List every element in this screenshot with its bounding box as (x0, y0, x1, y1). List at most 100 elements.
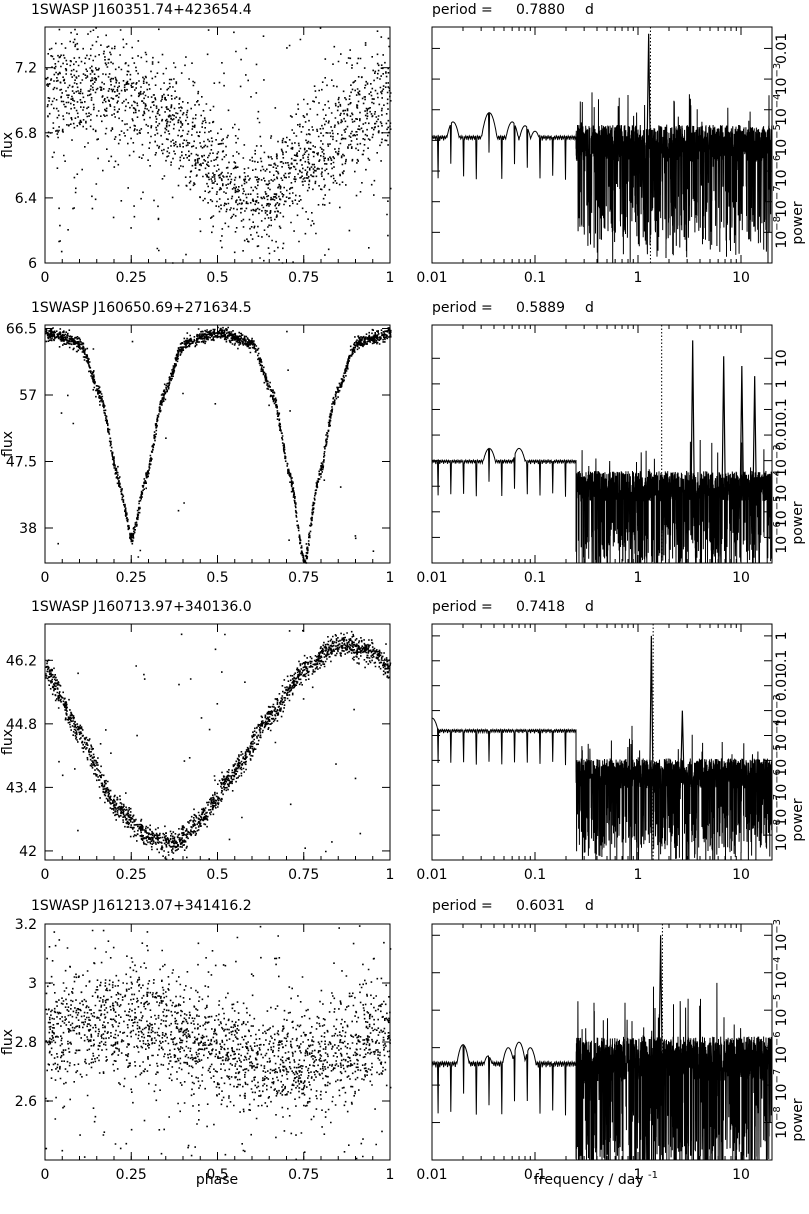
period-unit: d (585, 599, 594, 615)
y-tick-label-base: 10 (774, 734, 790, 752)
y-tick-label-base: 10 (774, 108, 790, 126)
y-tick-label-exponent: −8 (772, 1106, 783, 1121)
y-tick-label: 10−3 (772, 63, 790, 96)
period-value: 0.5889 (516, 300, 565, 316)
periodogram-peak (649, 635, 654, 774)
y-tick-label: 6 (28, 256, 37, 272)
x-tick-label: 1 (386, 270, 395, 286)
star-name-title: 1SWASP J161213.07+341416.2 (31, 898, 252, 914)
frequency-axis-label-exponent: -1 (648, 1170, 658, 1181)
y-tick-label-base: 10 (774, 459, 790, 477)
y-tick-label: 44.8 (6, 717, 37, 733)
y-tick-label-base: 10 (774, 170, 790, 188)
y-tick-label: 1 (774, 379, 790, 388)
y-tick-label-exponent: −3 (772, 694, 783, 709)
y-tick-label-base: 10 (774, 934, 790, 952)
period-unit: d (585, 898, 594, 914)
x-tick-label: 0.1 (524, 270, 546, 286)
x-tick-label: 0.01 (416, 867, 447, 883)
y-tick-label-base: 10 (774, 971, 790, 989)
y-tick-label: 10−7 (772, 794, 790, 827)
y-tick-label: 2.8 (15, 1035, 37, 1051)
y-tick-label-base: 10 (774, 834, 790, 852)
y-tick-label-base: 10 (774, 139, 790, 157)
x-tick-label: 0.01 (416, 270, 447, 286)
y-tick-label-exponent: −4 (772, 93, 783, 108)
light-curve-panel-2: 0 0.25 0.5 0.75 1 38 47.5 57 66.5 1SWASP J160650.… (0, 300, 394, 586)
y-tick-label-base: 10 (774, 485, 790, 503)
y-tick-label: 10−6 (772, 769, 790, 802)
y-tick-label: 0.01 (774, 419, 790, 450)
y-tick-label: 3 (28, 976, 37, 992)
y-tick-label: 10−6 (772, 155, 790, 188)
y-tick-label-exponent: −4 (772, 470, 783, 485)
y-tick-label: 6.4 (15, 191, 37, 207)
y-tick-label-exponent: −5 (772, 124, 783, 139)
y-tick-label-exponent: −7 (772, 794, 783, 809)
period-value: 0.6031 (516, 898, 565, 914)
periodogram-line (431, 717, 773, 861)
x-tick-label: 0.5 (206, 570, 228, 586)
y-tick-label-exponent: −6 (772, 769, 783, 784)
periodogram-peak (658, 935, 663, 1059)
x-tick-label: 1 (634, 1167, 643, 1183)
y-tick-label: 10−7 (772, 185, 790, 218)
y-tick-label: 0.01 (774, 33, 790, 64)
y-tick-label: 7.2 (15, 61, 37, 77)
y-tick-label-exponent: −4 (772, 719, 783, 734)
x-tick-label: 10 (732, 570, 750, 586)
periodogram-panel-2: 0.01 0.1 1 1010−610−510−410−30.010.1110powe… (416, 300, 806, 586)
flux-axis-label: flux (0, 431, 16, 457)
x-tick-label: 0.75 (288, 867, 319, 883)
light-curve-panel-4: 0 0.25 0.5 0.75 1 2.6 2.8 3 3.2 1SWASP J161213.07… (0, 898, 394, 1183)
x-tick-label: 0.25 (116, 867, 147, 883)
y-tick-label-exponent: −5 (772, 744, 783, 759)
x-tick-label: 0.25 (116, 570, 147, 586)
periodogram-panel-1: 0.01 0.1 1 1010−810−710−610−510−410−30.01po… (416, 2, 806, 286)
y-tick-label: 10−4 (772, 470, 790, 503)
x-tick-label: 0 (41, 570, 50, 586)
period-value: 0.7418 (516, 599, 565, 615)
y-tick-label: 10−6 (772, 1031, 790, 1064)
y-tick-label: 6.8 (15, 126, 37, 142)
y-tick-label: 10−5 (772, 744, 790, 777)
y-tick-label-base: 10 (774, 510, 790, 528)
plot-frame (431, 26, 773, 264)
y-tick-label: 10−8 (772, 1106, 790, 1139)
y-tick-label-base: 10 (774, 231, 790, 249)
y-tick-label: 0.01 (774, 670, 790, 701)
data-points (45, 925, 392, 1161)
x-tick-label: 0.1 (524, 1167, 546, 1183)
x-tick-label: 1 (386, 570, 395, 586)
x-tick-label: 0.01 (416, 1167, 447, 1183)
y-tick-label-base: 10 (774, 1121, 790, 1139)
y-tick-label: 10−4 (772, 719, 790, 752)
y-tick-label-base: 10 (774, 200, 790, 218)
y-tick-label-base: 10 (774, 759, 790, 777)
y-tick-label: 10−3 (772, 919, 790, 952)
x-tick-label: 1 (634, 867, 643, 883)
y-tick-label-exponent: −3 (772, 63, 783, 78)
flux-axis-label: flux (0, 1029, 16, 1055)
x-tick-label: 1 (634, 570, 643, 586)
y-tick-label: 66.5 (6, 322, 37, 338)
y-tick-label-exponent: −5 (772, 496, 783, 511)
x-tick-label: 0.5 (206, 270, 228, 286)
y-tick-label-base: 10 (774, 1046, 790, 1064)
plot-frame (44, 324, 391, 564)
y-tick-label: 10−7 (772, 1069, 790, 1102)
y-tick-label-base: 10 (774, 1084, 790, 1102)
x-tick-label: 1 (634, 270, 643, 286)
periodogram-peak (690, 340, 695, 487)
y-tick-label-base: 10 (774, 1009, 790, 1027)
y-tick-label: 57 (19, 388, 37, 404)
x-tick-label: 0.75 (288, 1167, 319, 1183)
x-tick-label: 0.01 (416, 570, 447, 586)
y-tick-label-exponent: −8 (772, 216, 783, 231)
period-value: 0.7880 (516, 2, 565, 18)
plot-frame (431, 923, 773, 1161)
y-tick-label: 1 (774, 631, 790, 640)
phase-axis-label: phase (196, 1172, 238, 1188)
period-label: period = (432, 2, 493, 18)
frequency-axis-label-main: frequency / day (534, 1172, 644, 1188)
